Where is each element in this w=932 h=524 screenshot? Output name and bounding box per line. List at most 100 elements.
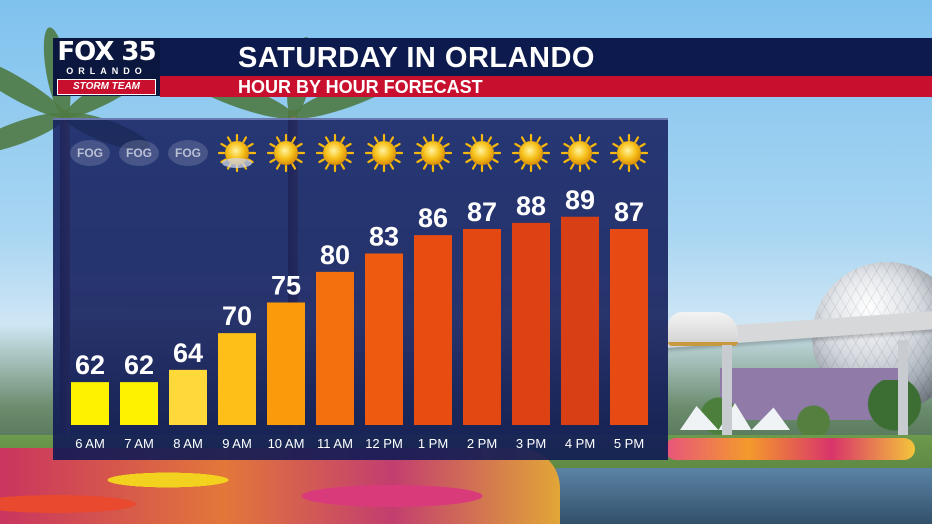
sun-ray: [291, 163, 297, 170]
sun-ray: [590, 158, 597, 164]
logo-line-3: STORM TEAM: [57, 79, 156, 95]
sun-ray: [226, 136, 232, 143]
sun-ray: [275, 136, 281, 143]
sun-ray: [438, 136, 444, 143]
sun-ray: [291, 136, 297, 143]
sun-ray: [269, 142, 276, 148]
sun-ray: [373, 136, 379, 143]
sun-ray: [389, 136, 395, 143]
data-label: 62: [75, 350, 105, 380]
x-tick-label: 5 PM: [614, 436, 644, 451]
sun-ray: [492, 158, 499, 164]
fog-haze: [70, 140, 110, 166]
sun-ray: [639, 142, 646, 148]
sun-ray: [318, 142, 325, 148]
sun-ray: [247, 158, 254, 164]
sun-ray: [296, 158, 303, 164]
fog-haze: [168, 140, 208, 166]
sun-ray: [487, 163, 493, 170]
fog-icon: FOG: [168, 140, 208, 166]
sun-icon: [413, 133, 453, 173]
sun-ray: [618, 136, 624, 143]
sun-ray: [541, 158, 548, 164]
x-tick-label: 4 PM: [565, 436, 595, 451]
station-logo: FOX 35 ORLANDO STORM TEAM: [53, 38, 160, 96]
fog-icon: FOG: [70, 140, 110, 166]
sun-ray: [563, 142, 570, 148]
sun-ray: [324, 136, 330, 143]
sun-disc: [421, 141, 445, 165]
pond: [505, 468, 932, 524]
bar-3: [218, 333, 256, 425]
sun-ray: [394, 142, 401, 148]
sun-ray: [563, 158, 570, 164]
x-tick-label: 6 AM: [75, 436, 105, 451]
sun-ray: [324, 163, 330, 170]
x-tick-label: 2 PM: [467, 436, 497, 451]
x-tick-label: 9 AM: [222, 436, 252, 451]
bar-9: [512, 222, 550, 425]
sun-ray: [422, 136, 428, 143]
sun-icon: [315, 133, 355, 173]
page-title: SATURDAY IN ORLANDO: [238, 42, 595, 74]
sun-ray: [536, 136, 542, 143]
sun-ray: [612, 158, 619, 164]
sun-icon: [266, 133, 306, 173]
sun-ray: [471, 136, 477, 143]
sun-ray: [275, 163, 281, 170]
cloud-haze: [222, 158, 252, 168]
data-label: 62: [124, 350, 154, 380]
monorail-pillar: [898, 340, 908, 490]
sun-ray: [487, 136, 493, 143]
sun-ray: [514, 158, 521, 164]
sun-ray: [422, 163, 428, 170]
fog-label: FOG: [175, 146, 201, 160]
bar-10: [561, 216, 599, 425]
sun-ray: [340, 163, 346, 170]
subtitle-bar: [160, 76, 932, 97]
sun-ray: [514, 142, 521, 148]
logo-line-2: ORLANDO: [66, 66, 147, 76]
sun-disc: [372, 141, 396, 165]
monorail-car: [668, 312, 738, 346]
sun-ray: [296, 142, 303, 148]
monorail-pillar: [722, 345, 732, 495]
sun-disc: [274, 141, 298, 165]
bar-8: [463, 229, 501, 425]
bar-6: [365, 253, 403, 425]
bar-7: [414, 235, 452, 425]
bar-11: [610, 229, 648, 425]
sun-ray: [520, 163, 526, 170]
sun-disc: [617, 141, 641, 165]
fog-label: FOG: [126, 146, 152, 160]
x-tick-label: 8 AM: [173, 436, 203, 451]
sun-ray: [416, 158, 423, 164]
bar-0: [71, 382, 109, 425]
sun-ray: [585, 136, 591, 143]
data-label: 86: [418, 203, 448, 233]
trees: [665, 380, 932, 440]
bar-4: [267, 302, 305, 425]
sun-ray: [443, 158, 450, 164]
sun-ray: [536, 163, 542, 170]
sun-disc: [323, 141, 347, 165]
bar-5: [316, 271, 354, 425]
sun-ray: [220, 142, 227, 148]
sun-ray: [465, 142, 472, 148]
sun-ray: [465, 158, 472, 164]
sun-ray: [242, 136, 248, 143]
data-label: 70: [222, 301, 252, 331]
flower-garden: [0, 448, 560, 524]
sun-ray: [247, 142, 254, 148]
sun-ray: [443, 142, 450, 148]
sun-icon: [609, 133, 649, 173]
sun-ray: [340, 136, 346, 143]
x-tick-label: 11 AM: [317, 436, 353, 451]
x-tick-label: 1 PM: [418, 436, 448, 451]
sun-disc: [470, 141, 494, 165]
partly-sunny-icon: [217, 133, 257, 173]
sun-ray: [569, 136, 575, 143]
sun-ray: [585, 163, 591, 170]
x-tick-label: 7 AM: [124, 436, 154, 451]
bar-2: [169, 369, 207, 425]
